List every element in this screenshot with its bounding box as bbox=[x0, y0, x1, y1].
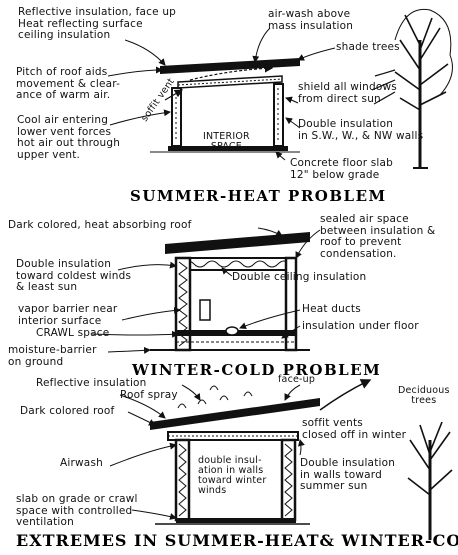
summer-house-section bbox=[107, 8, 453, 169]
label-airwash: Airwash bbox=[60, 457, 103, 469]
label-concrete-slab: Concrete floor slab 12" below grade bbox=[290, 157, 394, 181]
label-summer-double-insulation: Double insulation in S.W., W., & NW wall… bbox=[298, 118, 424, 142]
label-double-insulation-summer-sun: Double insulation in walls toward summer… bbox=[300, 457, 396, 492]
label-interior-space: INTERIOR SPACE bbox=[203, 131, 250, 152]
title-summer-heat-problem: SUMMER-HEAT PROBLEM bbox=[130, 187, 387, 205]
extremes-wall-left bbox=[174, 438, 191, 522]
summer-roof bbox=[160, 58, 300, 74]
label-double-ceiling-insulation: Double ceiling insulation bbox=[232, 271, 367, 283]
label-roof-spray: Roof spray bbox=[120, 389, 178, 401]
winter-wall-left bbox=[174, 256, 192, 352]
label-insulation-under-floor: insulation under floor bbox=[302, 320, 419, 332]
extremes-floor bbox=[176, 518, 296, 523]
winter-roof bbox=[165, 232, 310, 254]
label-soffit-vents-closed: soffit vents closed off in winter bbox=[302, 417, 407, 441]
label-crawl-space: CRAWL space bbox=[36, 327, 110, 339]
winter-ceiling-insulation bbox=[181, 257, 295, 271]
label-sealed-air-space: sealed air space between insulation & ro… bbox=[320, 213, 436, 260]
label-dark-roof: Dark colored, heat absorbing roof bbox=[8, 219, 192, 231]
label-heat-ducts: Heat ducts bbox=[302, 303, 361, 315]
label-extremes-reflective: Reflective insulation bbox=[36, 377, 147, 389]
heat-duct bbox=[225, 326, 239, 336]
extremes-house-section bbox=[109, 379, 453, 540]
label-roof-pitch: Pitch of roof aids movement & clear- anc… bbox=[16, 66, 121, 101]
label-face-up: face-up bbox=[278, 374, 316, 385]
shade-tree-drawing bbox=[394, 8, 453, 169]
title-winter-cold-problem: WINTER-COLD PROBLEM bbox=[132, 361, 382, 379]
label-shade-trees: shade trees bbox=[336, 41, 400, 53]
winter-house-section bbox=[91, 227, 321, 354]
extremes-wall-right bbox=[280, 438, 297, 522]
label-deciduous-trees: Deciduous trees bbox=[398, 385, 450, 406]
title-extremes: EXTREMES IN SUMMER-HEAT& WINTER-COLD bbox=[16, 531, 458, 550]
label-extremes-dark-roof: Dark colored roof bbox=[20, 405, 115, 417]
label-double-insulation-winter-winds: double insul- ation in walls toward wint… bbox=[198, 455, 267, 496]
label-summer-reflective-insulation: Reflective insulation, face up Heat refl… bbox=[18, 6, 177, 41]
label-cool-air: Cool air entering lower vent forces hot … bbox=[17, 114, 121, 161]
label-vapor-barrier: vapor barrier near interior surface bbox=[18, 303, 118, 327]
label-slab-on-grade: slab on grade or crawl space with contro… bbox=[16, 493, 138, 528]
summer-floor-slab bbox=[168, 146, 288, 151]
label-summer-airwash: air-wash above mass insulation bbox=[268, 8, 354, 32]
deciduous-tree-drawing bbox=[407, 421, 453, 540]
winter-window bbox=[199, 299, 211, 321]
extremes-roof bbox=[150, 398, 320, 430]
label-moisture-barrier: moisture-barrier on ground bbox=[8, 344, 97, 368]
label-winter-double-insulation: Double insulation toward coldest winds &… bbox=[16, 258, 132, 293]
label-shield-windows: shield all windows from direct sun bbox=[298, 81, 397, 105]
